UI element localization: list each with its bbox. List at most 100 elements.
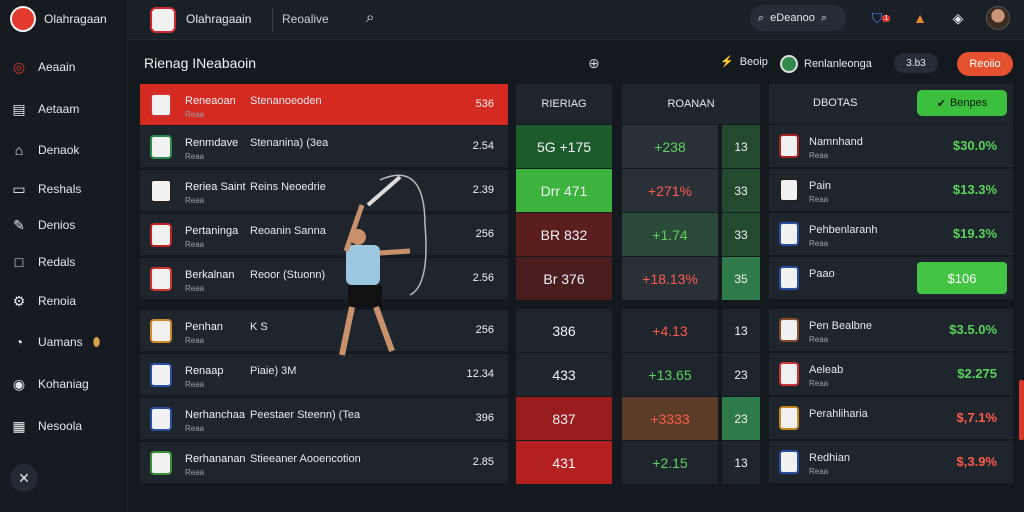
compass-icon[interactable]: ⊕ xyxy=(588,55,600,71)
ranking-crest-icon xyxy=(779,178,799,202)
alert-icon[interactable]: ▲ xyxy=(913,10,927,26)
sidebar-item-9[interactable]: ◉ Kohaniag xyxy=(10,371,122,397)
sidebar-item-7[interactable]: ⚙ Renoia xyxy=(10,288,122,314)
count-cell[interactable]: 23 xyxy=(722,353,760,396)
sidebar-item-label: Aeaain xyxy=(38,60,76,74)
odds-cell[interactable]: BR 832 xyxy=(516,213,612,256)
notification-icon[interactable]: ⛉ 1 xyxy=(871,9,891,26)
ranking-value: $,7.1% xyxy=(956,410,997,425)
change-cell[interactable]: +13.65 xyxy=(622,353,718,396)
right-panel-button[interactable]: ✔ Benpes xyxy=(917,90,1007,116)
table-row[interactable]: Penhan Reaa K S 256 xyxy=(140,310,508,352)
change-cell[interactable]: +4.13 xyxy=(622,309,718,352)
table-row[interactable]: Renaap Reaa Piaie) 3M 12.34 xyxy=(140,354,508,396)
odds-cell[interactable]: 837 xyxy=(516,397,612,440)
team-tag: Reoanin Sanna xyxy=(250,225,326,237)
table-row[interactable]: Renmdave Reaa Stenanina) (3ea 2.54 xyxy=(140,126,508,168)
ranking-row[interactable]: Redhian Reaa $,3.9% xyxy=(769,441,1013,484)
sidebar-item-1[interactable]: ◎ Aeaain xyxy=(10,54,122,80)
change-cell[interactable]: +271% xyxy=(622,169,718,212)
odds-cell[interactable]: Br 376 xyxy=(516,257,612,300)
chat-icon[interactable]: ◈ xyxy=(952,9,964,26)
avatar[interactable] xyxy=(986,6,1010,30)
sidebar-item-5[interactable]: ✎ Denios xyxy=(10,212,122,238)
ranking-row[interactable]: Namnhand Reaa $30.0% xyxy=(769,125,1013,168)
count-cell[interactable]: 13 xyxy=(722,125,760,168)
team-item[interactable]: Renlanleonga xyxy=(780,55,872,73)
team-sub: Reaa xyxy=(185,468,205,477)
collapse-button[interactable]: ✕ xyxy=(10,464,38,492)
sidebar-item-6[interactable]: □ Redals xyxy=(10,249,122,275)
table-row[interactable]: Rerhananan Reaa Stieeaner Aooencotion 2.85 xyxy=(140,442,508,484)
club-logo-icon[interactable] xyxy=(150,7,176,33)
count-cell[interactable]: 33 xyxy=(722,169,760,212)
sidebar-item-3[interactable]: ⌂ Denaok xyxy=(10,137,122,163)
team-name: Penhan xyxy=(185,321,223,333)
team-crest-icon xyxy=(150,179,172,203)
pencil-icon: ✎ xyxy=(13,216,25,233)
table-row[interactable]: Pertaninga Reaa Reoanin Sanna 256 xyxy=(140,214,508,256)
tab-live[interactable]: Reoalive xyxy=(282,12,329,26)
change-cell[interactable]: +238 xyxy=(622,125,718,168)
ranking-value: $3.5.0% xyxy=(949,322,997,337)
search-prefix-icon: ⌕ xyxy=(758,11,765,24)
top-brand[interactable]: Olahragaain xyxy=(186,12,252,26)
team-logo-icon xyxy=(780,55,798,73)
ranking-name: Perahliharia xyxy=(809,408,868,420)
ranking-value: $30.0% xyxy=(952,138,997,153)
team-sub: Reaa xyxy=(185,152,205,161)
odds-cell[interactable]: 433 xyxy=(516,353,612,396)
count-cell[interactable]: 13 xyxy=(722,441,760,484)
column-header-2[interactable]: ROANAN xyxy=(622,84,760,124)
scroll-indicator[interactable] xyxy=(1019,380,1024,440)
odds-pill[interactable]: 3.b3 xyxy=(894,53,938,73)
ranking-row[interactable]: Pehbenlaranh Reaa $19.3% xyxy=(769,213,1013,256)
team-value: 256 xyxy=(475,228,494,240)
search-icon[interactable]: ⌕ xyxy=(366,9,375,26)
odds-cell[interactable]: 431 xyxy=(516,441,612,484)
brand[interactable]: Olahragaan xyxy=(10,6,107,32)
odds-cell[interactable]: Drr 471 xyxy=(516,169,612,212)
search-box[interactable]: ⌕ eDeanoo ⌕ xyxy=(750,5,846,31)
change-cell[interactable]: +1.74 xyxy=(622,213,718,256)
clipboard-icon: ▤ xyxy=(12,100,26,117)
sidebar-item-8[interactable]: ◔ Uamans ⬮ xyxy=(10,329,122,355)
ranking-row[interactable]: Perahliharia $,7.1% xyxy=(769,397,1013,440)
ranking-value: $19.3% xyxy=(952,226,997,241)
ranking-crest-icon xyxy=(779,362,799,386)
ranking-row[interactable]: Paao $106 xyxy=(769,257,1013,300)
sidebar-item-2[interactable]: ▤ Aetaam xyxy=(10,96,122,122)
team-name: Berkalnan xyxy=(185,269,235,281)
ranking-row[interactable]: Aeleab Reaa $2.275 xyxy=(769,353,1013,396)
brand-name: Olahragaan xyxy=(44,12,107,26)
count-cell[interactable]: 35 xyxy=(722,257,760,300)
ranking-value[interactable]: $106 xyxy=(917,262,1007,294)
ranking-row[interactable]: Pen Bealbne Reaa $3.5.0% xyxy=(769,309,1013,352)
table-row[interactable]: Nerhanchaa Reaa Peestaer Steenn) (Tea 396 xyxy=(140,398,508,440)
sidebar-item-4[interactable]: ▭ Reshals xyxy=(10,176,122,202)
change-cell[interactable]: +18.13% xyxy=(622,257,718,300)
change-cell[interactable]: +3333 xyxy=(622,397,718,440)
count-cell[interactable]: 33 xyxy=(722,213,760,256)
filter-item[interactable]: ⚡ Beoip xyxy=(720,55,768,69)
column-header-1[interactable]: RIERIAG xyxy=(516,84,612,124)
ranking-row[interactable]: Pain Reaa $13.3% xyxy=(769,169,1013,212)
table-row[interactable]: Reriea Saint Reaa Reins Neoedrie 2.39 xyxy=(140,170,508,212)
action-button[interactable]: Reoiio xyxy=(957,52,1013,76)
ranking-crest-icon xyxy=(779,266,799,290)
sidebar-item-10[interactable]: ▦ Nesoola xyxy=(10,413,122,439)
odds-cell[interactable]: 5G +175 xyxy=(516,125,612,168)
team-value: 2.85 xyxy=(472,456,494,468)
count-cell[interactable]: 13 xyxy=(722,309,760,352)
change-cell[interactable]: +2.15 xyxy=(622,441,718,484)
sidebar-item-label: Reshals xyxy=(38,182,82,196)
check-icon: ✔ xyxy=(936,97,946,110)
table-row[interactable]: Berkalnan Reaa Reoor (Stuonn) 2.56 xyxy=(140,258,508,300)
team-value: 12.34 xyxy=(466,368,494,380)
table-row[interactable]: Reneaoan Reaa Stenanoeoden 536 xyxy=(140,84,508,126)
top-bar: Olahragaain Reoalive ⌕ ⌕ eDeanoo ⌕ ⛉ 1 ▲ … xyxy=(128,0,1024,40)
right-panel-header: DBOTAS ✔ Benpes xyxy=(769,84,1013,124)
count-cell[interactable]: 23 xyxy=(722,397,760,440)
ranking-sub: Reaa xyxy=(809,151,829,160)
odds-cell[interactable]: 386 xyxy=(516,309,612,352)
